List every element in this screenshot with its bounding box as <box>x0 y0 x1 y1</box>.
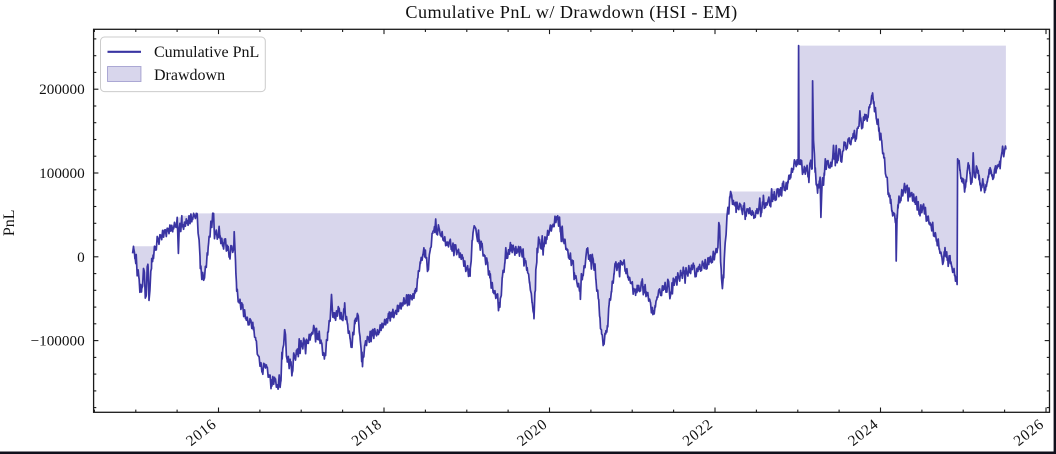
svg-text:PnL: PnL <box>1 209 18 236</box>
svg-text:100000: 100000 <box>39 165 85 182</box>
svg-text:0: 0 <box>77 249 85 266</box>
svg-text:−100000: −100000 <box>31 333 86 350</box>
svg-text:Cumulative PnL: Cumulative PnL <box>154 44 259 61</box>
svg-text:Cumulative PnL w/ Drawdown (HS: Cumulative PnL w/ Drawdown (HSI - EM) <box>405 2 737 23</box>
svg-text:200000: 200000 <box>39 81 85 98</box>
svg-text:Drawdown: Drawdown <box>154 67 225 84</box>
